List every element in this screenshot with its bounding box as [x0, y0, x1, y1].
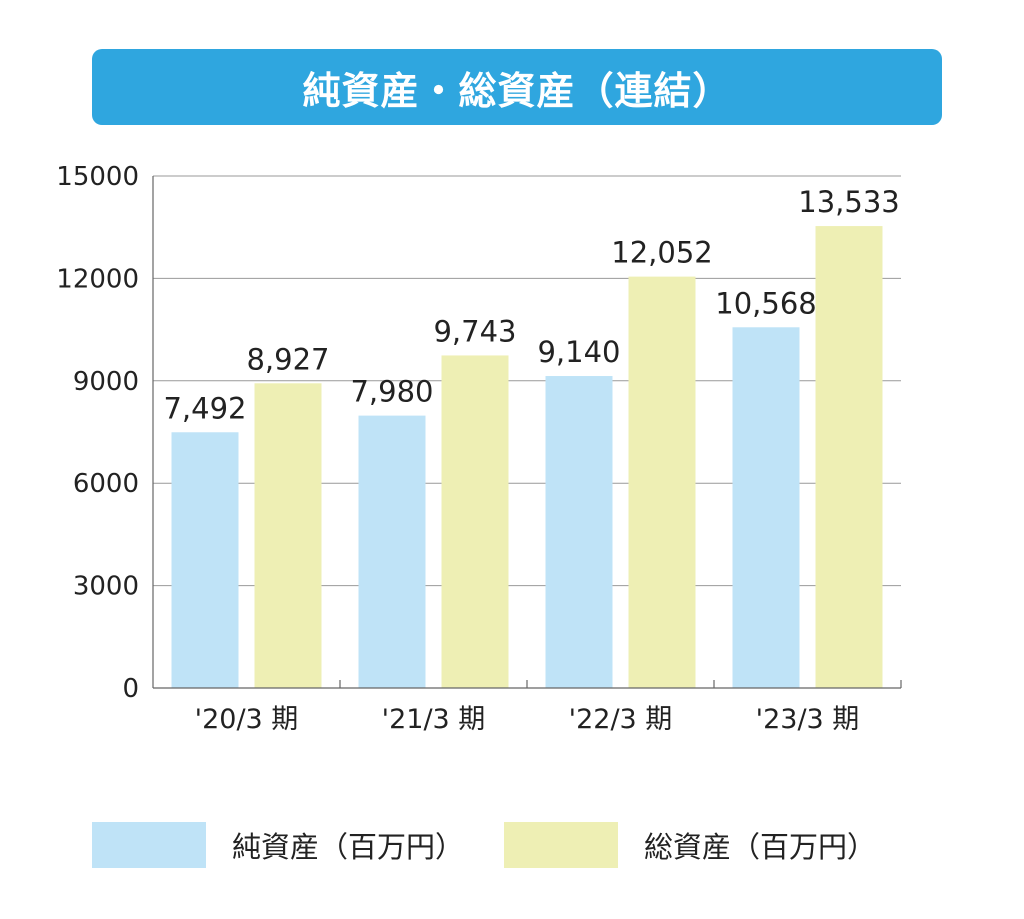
bars: [171, 226, 883, 688]
bar: [815, 226, 883, 688]
x-tick-label: '22/3 期: [569, 704, 673, 735]
chart-title: 純資産・総資産（連結）: [302, 68, 732, 113]
bar: [441, 355, 509, 688]
legend-swatch-net-assets: [92, 822, 206, 868]
bar: [254, 383, 322, 688]
legend-item-net-assets: 純資産（百万円）: [92, 822, 464, 868]
data-label: 12,052: [611, 236, 712, 270]
data-label: 10,568: [715, 286, 816, 320]
y-tick-label: 12000: [56, 264, 139, 294]
bar: [358, 415, 426, 688]
y-tick-label: 6000: [73, 469, 139, 499]
y-tick-label: 3000: [73, 572, 139, 602]
y-tick-label: 9000: [73, 367, 139, 397]
legend: 純資産（百万円） 総資産（百万円）: [92, 822, 942, 868]
y-tick-label: 15000: [56, 162, 139, 192]
x-tick-label: '23/3 期: [756, 704, 860, 735]
data-label: 9,743: [433, 314, 516, 348]
data-label: 9,140: [537, 335, 620, 369]
legend-label-net-assets: 純資産（百万円）: [232, 830, 465, 864]
legend-item-total-assets: 総資産（百万円）: [504, 822, 876, 868]
y-tick-label: 0: [122, 674, 139, 704]
axes: [152, 176, 902, 689]
legend-swatch-total-assets: [504, 822, 618, 868]
data-label: 13,533: [798, 185, 899, 219]
x-tick-label: '21/3 期: [382, 704, 486, 735]
data-label: 8,927: [246, 342, 329, 376]
x-tick-label: '20/3 期: [195, 704, 299, 735]
bar: [628, 276, 696, 688]
bar: [545, 376, 613, 688]
title-banner: 純資産・総資産（連結）: [92, 49, 942, 125]
legend-label-total-assets: 総資産（百万円）: [644, 830, 877, 864]
data-label: 7,492: [163, 391, 246, 425]
bar: [171, 432, 239, 688]
bar: [732, 327, 800, 688]
data-label: 7,980: [350, 375, 433, 409]
